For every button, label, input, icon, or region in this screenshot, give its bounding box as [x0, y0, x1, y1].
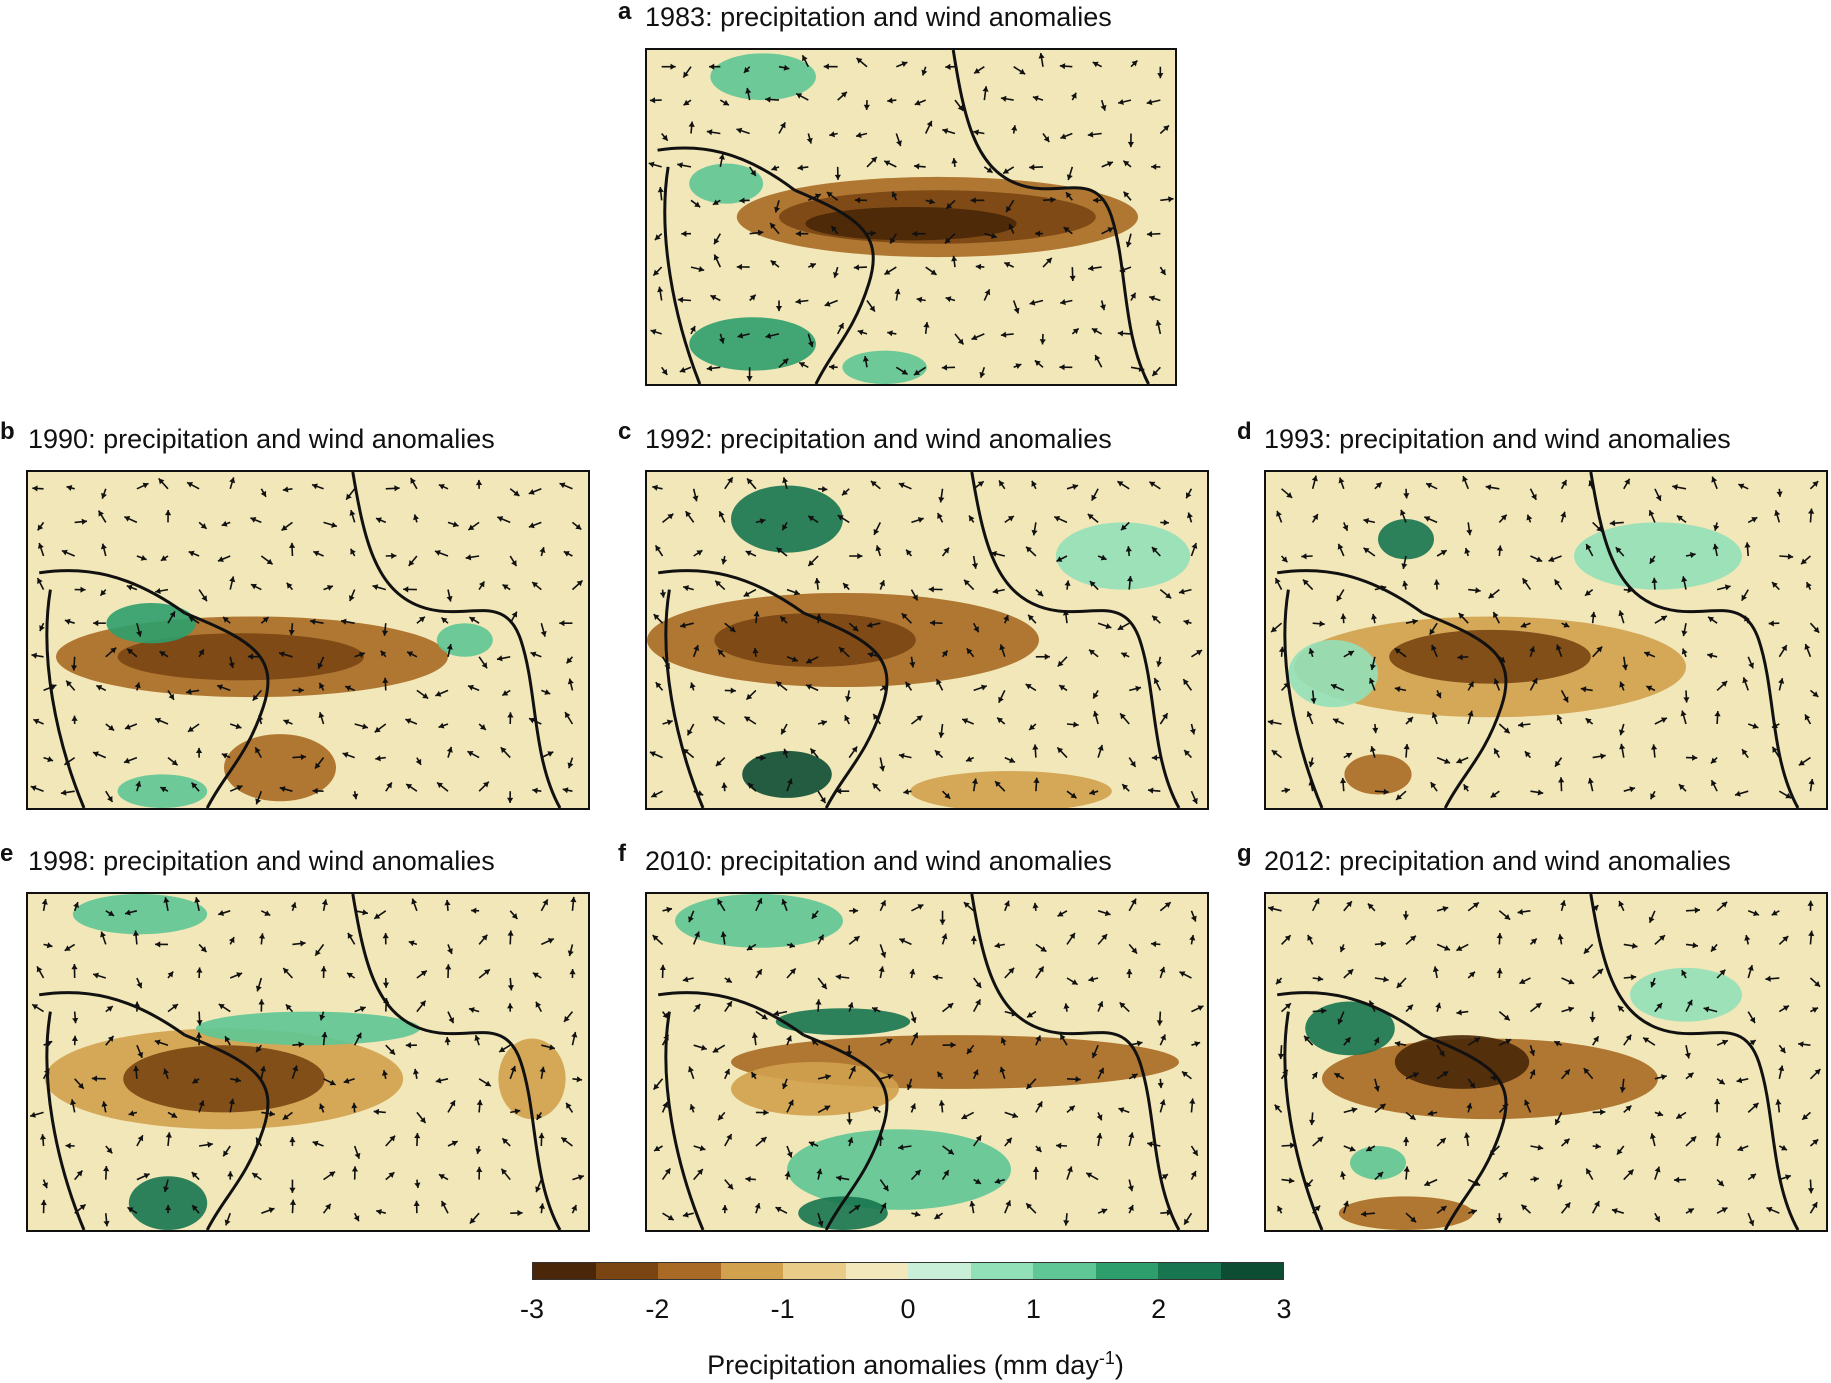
panel-letter: g	[1237, 840, 1252, 867]
colorbar-tick-label: 3	[1276, 1294, 1292, 1324]
panel-letter: c	[618, 418, 632, 445]
panel-title: 1998: precipitation and wind anomalies	[28, 846, 495, 876]
colorbar-swatch	[1220, 1263, 1283, 1279]
colorbar-tick-label: -1	[770, 1294, 795, 1324]
colorbar-swatch	[1158, 1263, 1221, 1279]
panel-letter: e	[0, 840, 14, 867]
colorbar-swatch	[908, 1263, 971, 1279]
colorbar-swatch	[658, 1263, 721, 1279]
anomaly-map	[1264, 892, 1828, 1232]
map-graphic	[1266, 894, 1826, 1230]
colorbar-tick-label: -3	[519, 1294, 544, 1324]
panel-title: 2012: precipitation and wind anomalies	[1264, 846, 1731, 876]
colorbar-tick-label: 0	[900, 1294, 916, 1324]
map-graphic	[647, 472, 1207, 808]
colorbar-swatch	[720, 1263, 783, 1279]
panel-title: 1990: precipitation and wind anomalies	[28, 424, 495, 454]
colorbar-swatch	[970, 1263, 1033, 1279]
colorbar-label-main: Precipitation anomalies (mm day	[707, 1350, 1099, 1380]
colorbar-swatch	[1033, 1263, 1096, 1279]
anomaly-map	[645, 470, 1209, 810]
colorbar-label-sup: -1	[1098, 1348, 1115, 1368]
colorbar-tick-label: 2	[1151, 1294, 1167, 1324]
map-graphic	[647, 50, 1175, 384]
panel-title: 1992: precipitation and wind anomalies	[645, 424, 1112, 454]
panel-title: 1993: precipitation and wind anomalies	[1264, 424, 1731, 454]
map-graphic	[28, 894, 588, 1230]
panel-letter: f	[618, 840, 626, 867]
panel-letter: b	[0, 418, 15, 445]
panel-letter: a	[618, 0, 632, 25]
panel-title: 2010: precipitation and wind anomalies	[645, 846, 1112, 876]
colorbar-swatch	[783, 1263, 846, 1279]
panel-letter: d	[1237, 418, 1252, 445]
colorbar-swatch	[1095, 1263, 1158, 1279]
colorbar-swatch	[595, 1263, 658, 1279]
colorbar-tick-label: -2	[645, 1294, 670, 1324]
colorbar	[532, 1262, 1284, 1280]
colorbar-swatch	[533, 1263, 596, 1279]
map-graphic	[1266, 472, 1826, 808]
anomaly-map	[645, 48, 1177, 386]
colorbar-tick-label: 1	[1025, 1294, 1041, 1324]
anomaly-map	[26, 892, 590, 1232]
anomaly-map	[645, 892, 1209, 1232]
anomaly-map	[1264, 470, 1828, 810]
anomaly-map	[26, 470, 590, 810]
map-graphic	[28, 472, 588, 808]
panel-title: 1983: precipitation and wind anomalies	[645, 2, 1112, 32]
map-graphic	[647, 894, 1207, 1230]
colorbar-swatch	[845, 1263, 908, 1279]
colorbar-label-end: )	[1114, 1350, 1124, 1380]
colorbar-label: Precipitation anomalies (mm day-1)	[0, 1348, 1831, 1381]
